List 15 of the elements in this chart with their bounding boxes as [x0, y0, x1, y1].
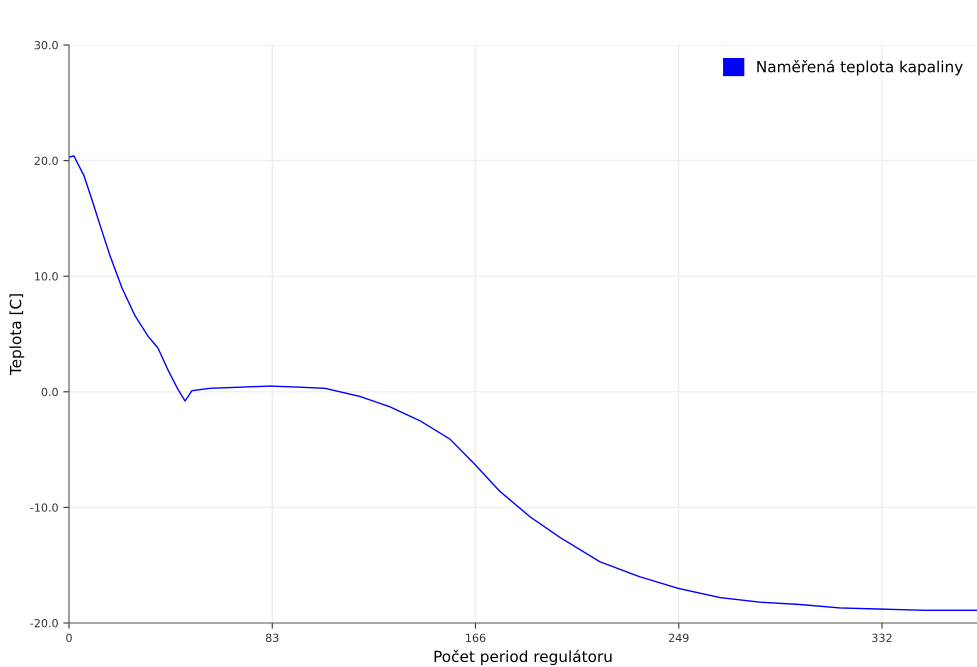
y-tick-label: 30.0 [34, 40, 58, 50]
legend-label: Naměřená teplota kapaliny [757, 60, 963, 76]
x-tick-label: 0 [66, 634, 72, 642]
y-tick-label: 0.0 [42, 388, 58, 396]
y-axis-title: Teplota [C] [9, 294, 24, 376]
x-axis-title: Počet period regulátoru [434, 650, 612, 666]
y-tick-label: -10.0 [30, 503, 58, 512]
x-tick-label: 249 [668, 634, 689, 642]
y-tick-label: -20.0 [30, 618, 58, 628]
x-tick-label: 166 [466, 634, 486, 642]
line-series [69, 155, 977, 611]
y-tick-label: 10.0 [35, 272, 58, 281]
y-tick-label: 20.0 [34, 156, 58, 165]
x-tick-label: 332 [872, 634, 892, 642]
x-tick-label: 83 [266, 634, 278, 642]
